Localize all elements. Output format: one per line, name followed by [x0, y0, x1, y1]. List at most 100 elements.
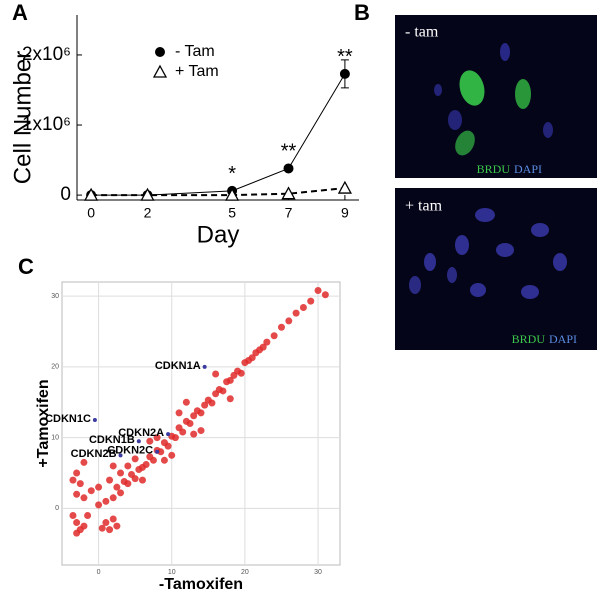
point	[95, 501, 103, 509]
point	[84, 187, 99, 201]
point	[146, 437, 154, 445]
point	[186, 420, 194, 427]
point	[337, 180, 352, 194]
point	[80, 522, 88, 530]
point	[102, 497, 110, 505]
point	[225, 187, 240, 201]
x-tick-label: 9	[341, 205, 349, 221]
legend-marker	[152, 64, 168, 78]
x-axis-title: -Tamoxifen	[159, 576, 243, 593]
line-chart: 0 1x10⁶ 2x10⁶ 0 2 5 7 9 Day Cell Number - Tam + Tam…	[9, 15, 359, 248]
gene-point	[118, 453, 123, 458]
scatter-chart: 0 10 20 30 0 10 20 30 -Tamoxifen +Tamoxifen CDKN1A…	[35, 281, 341, 593]
panel-label: B	[354, 0, 370, 25]
point	[124, 480, 132, 488]
point	[182, 398, 190, 406]
point	[117, 469, 125, 477]
point	[76, 480, 84, 488]
x-tick-label: 0	[87, 205, 95, 221]
annotation: *	[228, 163, 236, 185]
micrograph: + tam BRDU DAPI	[395, 188, 597, 350]
y-axis-title: Cell Number	[9, 51, 36, 184]
point	[292, 309, 300, 317]
point	[80, 494, 88, 502]
point	[164, 442, 172, 450]
point	[113, 522, 121, 530]
panel-label: A	[12, 0, 28, 25]
legend-label: - Tam	[175, 43, 215, 60]
legend-marker	[155, 47, 165, 57]
point	[98, 524, 106, 532]
point	[179, 428, 187, 436]
plot-area	[61, 281, 341, 566]
point	[157, 448, 165, 456]
point	[168, 451, 176, 459]
y-tick-label: 30	[51, 293, 59, 300]
point	[106, 526, 114, 534]
y-tick-label: 20	[51, 364, 59, 371]
point	[190, 430, 198, 438]
point	[208, 399, 216, 407]
point	[73, 519, 81, 527]
point	[259, 343, 267, 351]
point	[281, 186, 296, 200]
stain-label: BRDU	[477, 162, 511, 176]
point	[124, 462, 132, 470]
point	[237, 369, 245, 377]
point	[142, 461, 150, 469]
gene-point	[92, 417, 97, 422]
point	[113, 483, 121, 491]
legend-label: + Tam	[175, 63, 219, 80]
y-tick-label: 0	[55, 505, 59, 512]
x-tick-label: 2	[144, 205, 152, 221]
y-tick-label: 2x10⁶	[22, 44, 71, 65]
point	[201, 401, 209, 409]
x-tick-label: 10	[168, 569, 176, 576]
point	[131, 455, 139, 463]
point	[160, 456, 168, 464]
annotation: **	[281, 141, 297, 163]
point	[149, 456, 157, 464]
y-tick-label: 0	[60, 184, 71, 205]
point	[248, 354, 256, 362]
point	[69, 476, 77, 484]
point	[171, 434, 179, 442]
point	[307, 297, 315, 305]
point	[219, 387, 227, 395]
stain-label: BRDU	[512, 332, 546, 346]
y-tick-label: 1x10⁶	[22, 114, 71, 135]
point	[226, 376, 234, 384]
point	[339, 68, 350, 79]
image-label: - tam	[405, 24, 439, 41]
gene-label: CDKN1C	[45, 413, 91, 425]
gene-label: CDKN2C	[107, 445, 153, 457]
point	[212, 370, 220, 378]
point	[270, 332, 278, 340]
micrograph: - tam BRDU DAPI	[395, 15, 597, 178]
point	[109, 494, 117, 502]
point	[299, 303, 307, 311]
point	[87, 487, 95, 495]
gene-label: CDKN2B	[71, 448, 117, 460]
y-axis-title: +Tamoxifen	[35, 379, 52, 467]
gene-point	[202, 364, 207, 369]
point	[109, 515, 117, 523]
point	[190, 412, 198, 420]
point	[285, 317, 293, 325]
gene-label: CDKN2A	[118, 427, 164, 439]
point	[69, 511, 77, 519]
panel-label: C	[18, 254, 34, 279]
point	[102, 519, 110, 527]
x-tick-label: 30	[314, 569, 322, 576]
point	[117, 489, 125, 497]
point	[175, 409, 183, 417]
x-tick-label: 20	[241, 569, 249, 576]
point	[314, 286, 322, 294]
stain-label: DAPI	[514, 162, 542, 176]
point	[73, 469, 81, 477]
x-tick-label: 5	[228, 205, 236, 221]
stain-label: DAPI	[549, 332, 577, 346]
point	[80, 458, 88, 466]
point	[263, 338, 271, 346]
